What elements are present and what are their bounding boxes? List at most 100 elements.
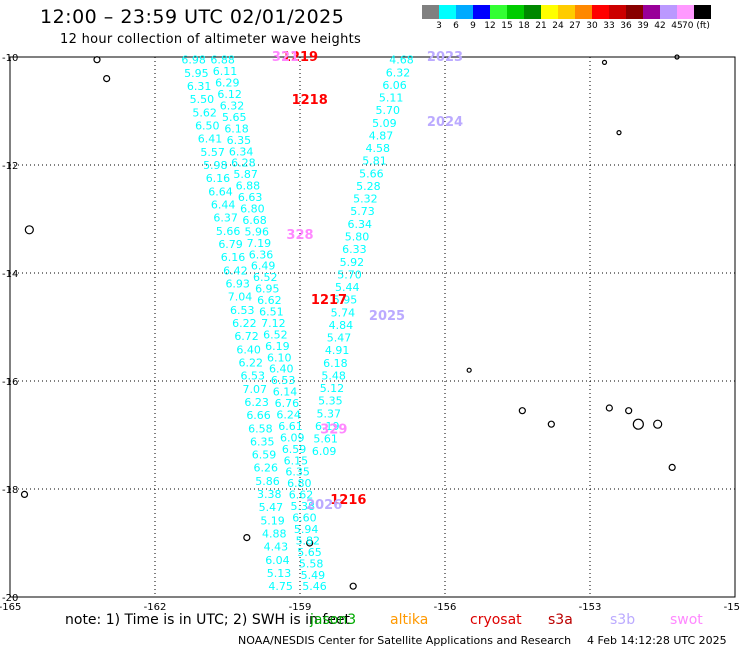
swh-value-track-a: 5.62	[192, 106, 217, 119]
swh-value-track-c: 5.11	[379, 92, 404, 105]
satellite-label-s3b: s3b	[610, 612, 636, 628]
swh-value-track-c: 6.33	[342, 243, 367, 256]
swh-value-track-b: 6.63	[238, 191, 263, 204]
swh-value-track-b: 6.88	[210, 54, 235, 67]
swh-value-track-b: 6.60	[292, 512, 317, 525]
swh-value-track-a: 5.19	[260, 514, 285, 527]
swh-value-track-b: 6.14	[273, 386, 298, 399]
swh-value-track-b: 6.32	[220, 99, 245, 112]
swh-value-track-b: 5.58	[299, 557, 324, 570]
swh-value-track-c: 5.81	[362, 155, 387, 168]
legend-label: 24	[552, 21, 564, 31]
swh-value-track-a: 6.35	[250, 435, 275, 448]
swh-value-track-a: 6.72	[234, 330, 259, 343]
swh-value-track-c: 5.35	[318, 395, 343, 408]
swh-value-track-b: 6.51	[259, 306, 284, 319]
swh-value-track-c: 5.80	[345, 231, 370, 244]
swh-value-track-b: 5.94	[294, 523, 319, 536]
y-tick-label: -20	[2, 593, 18, 604]
legend-swatch	[473, 5, 490, 19]
legend-swatch	[660, 5, 677, 19]
track-label: 2023	[427, 50, 463, 65]
swh-value-track-b: 6.09	[280, 431, 305, 444]
swh-value-track-c: 5.74	[331, 306, 356, 319]
legend-swatch	[575, 5, 592, 19]
x-tick-label: -153	[579, 602, 602, 613]
legend-label: 15	[501, 21, 513, 31]
swh-value-track-b: 6.18	[224, 122, 249, 135]
swh-value-track-c: 6.32	[386, 66, 411, 79]
swh-value-track-a: 6.31	[187, 80, 212, 93]
legend-label: 45	[671, 21, 683, 31]
swh-value-track-b: 6.76	[275, 397, 300, 410]
island-marker	[632, 418, 644, 430]
legend-swatch	[439, 5, 456, 19]
swh-value-track-a: 6.98	[181, 54, 206, 67]
x-tick-label: -156	[434, 602, 457, 613]
swh-value-track-c: 5.70	[337, 268, 362, 281]
y-tick-label: -12	[2, 161, 18, 172]
swh-value-track-c: 6.34	[347, 218, 372, 231]
swh-value-track-b: 6.34	[229, 145, 254, 158]
swh-value-track-c: 5.95	[333, 294, 358, 307]
track-label: 1217	[311, 293, 347, 308]
swh-value-track-b: 6.10	[267, 351, 292, 364]
legend-swatch	[558, 5, 575, 19]
swh-value-track-a: 5.95	[184, 67, 209, 80]
satellite-label-cryosat: cryosat	[470, 612, 522, 628]
plot-frame	[9, 56, 736, 598]
legend-swatch	[694, 5, 711, 19]
swh-value-track-a: 4.88	[262, 528, 287, 541]
legend-swatch	[677, 5, 694, 19]
swh-value-track-b: 6.19	[265, 340, 290, 353]
swh-value-track-c: 4.68	[389, 54, 414, 67]
legend-label: 27	[569, 21, 581, 31]
y-tick-label: -10	[2, 53, 18, 64]
swh-value-track-b: 6.28	[231, 157, 256, 170]
swh-value-track-a: 6.41	[198, 133, 223, 146]
island-marker	[466, 367, 472, 373]
legend-label: 18	[518, 21, 530, 31]
x-tick-label: -159	[289, 602, 312, 613]
track-label: 2026	[306, 498, 342, 513]
legend-label: 42	[654, 21, 666, 31]
swh-value-track-a: 5.86	[255, 475, 280, 488]
swh-value-track-c: 5.47	[327, 332, 352, 345]
swh-value-track-a: 5.66	[216, 225, 241, 238]
swh-value-track-c: 5.66	[359, 167, 384, 180]
legend-swatch	[456, 5, 473, 19]
swh-value-track-b: 6.24	[276, 409, 301, 422]
legend-label: 70 (ft)	[682, 21, 710, 31]
legend-label: 30	[586, 21, 598, 31]
swh-value-track-b: 6.49	[251, 260, 276, 273]
legend-label: 36	[620, 21, 632, 31]
swh-value-track-b: 6.62	[289, 489, 314, 502]
legend-swatch	[524, 5, 541, 19]
satellite-label-altika: altika	[390, 612, 429, 628]
swh-value-track-a: 6.26	[254, 462, 279, 475]
island-marker	[20, 490, 29, 498]
swh-value-track-b: 6.68	[242, 214, 267, 227]
chart-title: 12:00 – 23:59 UTC 02/01/2025	[40, 6, 345, 28]
swh-value-track-a: 7.07	[242, 383, 267, 396]
legend-label: 12	[484, 21, 496, 31]
swh-value-track-c: 5.48	[321, 369, 346, 382]
island-marker	[605, 404, 613, 412]
swh-value-track-a: 4.75	[268, 580, 293, 593]
legend-swatch	[609, 5, 626, 19]
swh-value-track-a: 6.44	[211, 198, 236, 211]
swh-value-track-c: 6.19	[315, 420, 340, 433]
legend-swatch	[507, 5, 524, 19]
y-tick-label: -18	[2, 485, 18, 496]
swh-value-track-b: 6.80	[240, 202, 265, 215]
track-label: 329	[320, 423, 347, 438]
satellite-label-jason3: jason3	[310, 612, 357, 628]
swh-value-track-b: 6.52	[253, 271, 278, 284]
swh-value-track-c: 4.87	[369, 129, 394, 142]
island-marker	[103, 74, 111, 83]
credit-line: NOAA/NESDIS Center for Satellite Applica…	[238, 634, 572, 647]
legend-swatch	[592, 5, 609, 19]
island-marker	[674, 54, 680, 60]
island-marker	[668, 463, 676, 471]
y-tick-label: -14	[2, 269, 18, 280]
